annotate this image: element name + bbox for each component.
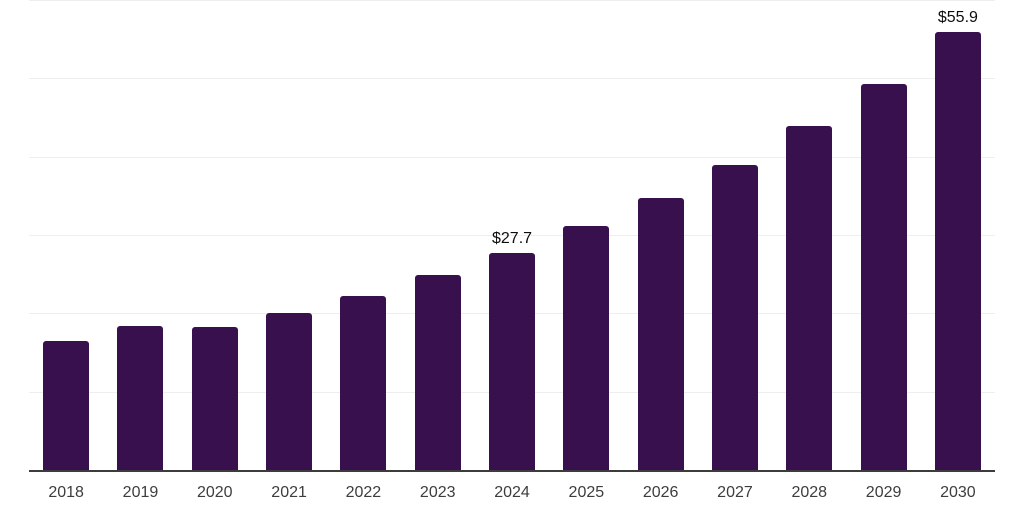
plot-area: $27.7 $55.9 [29, 0, 995, 472]
bar-slot-2021 [252, 0, 326, 470]
bar-2026 [637, 198, 684, 470]
x-tick-2025: 2025 [568, 484, 605, 501]
bar-2029 [860, 83, 907, 470]
x-tick-2021: 2021 [271, 484, 307, 501]
bar-slot-2029 [846, 0, 920, 470]
x-tick-2024: 2024 [494, 484, 530, 501]
bar-2020 [191, 327, 238, 470]
bar-2024 [489, 253, 536, 470]
gridline-40 [29, 156, 995, 158]
bar-2019 [117, 325, 164, 470]
bar-slot-2028 [772, 0, 846, 470]
bar-slot-2018 [29, 0, 103, 470]
x-tick-2029: 2029 [865, 484, 902, 501]
gridline-50 [29, 78, 995, 80]
gridline-60 [29, 0, 995, 1]
bar-2023 [414, 274, 461, 470]
bar-slot-2019 [103, 0, 177, 470]
bar-slot-2030: $55.9 [921, 0, 995, 470]
x-tick-2026: 2026 [642, 484, 679, 501]
x-tick-2023: 2023 [419, 484, 456, 501]
bar-slot-2025 [549, 0, 623, 470]
x-tick-2030: 2030 [940, 484, 976, 501]
x-tick-2028: 2028 [791, 484, 828, 501]
x-tick-2022: 2022 [345, 484, 382, 501]
bar-slot-2020 [178, 0, 252, 470]
x-tick-2018: 2018 [48, 484, 84, 501]
data-label-2024: $27.7 [492, 230, 533, 248]
bar-slot-2022 [326, 0, 400, 470]
x-tick-2019: 2019 [122, 484, 159, 501]
bar-2021 [266, 313, 313, 470]
bar-2025 [563, 226, 610, 470]
bar-2022 [340, 296, 387, 470]
x-axis-labels: 2018 2019 2020 2021 2022 2023 2024 2025 2026 2027… [29, 477, 995, 502]
bar-2027 [711, 165, 758, 470]
bar-2018 [43, 340, 90, 470]
data-label-2030: $55.9 [937, 9, 978, 27]
bar-2030 [934, 32, 981, 470]
bar-slot-2027 [698, 0, 772, 470]
gridline-30 [29, 235, 995, 236]
bar-slot-2023 [401, 0, 475, 470]
x-tick-2020: 2020 [196, 484, 233, 501]
bar-slot-2024: $27.7 [475, 0, 549, 470]
bar-slot-2026 [624, 0, 698, 470]
x-tick-2027: 2027 [717, 484, 753, 501]
bars: $27.7 $55.9 [29, 0, 995, 470]
bar-2028 [786, 126, 833, 470]
